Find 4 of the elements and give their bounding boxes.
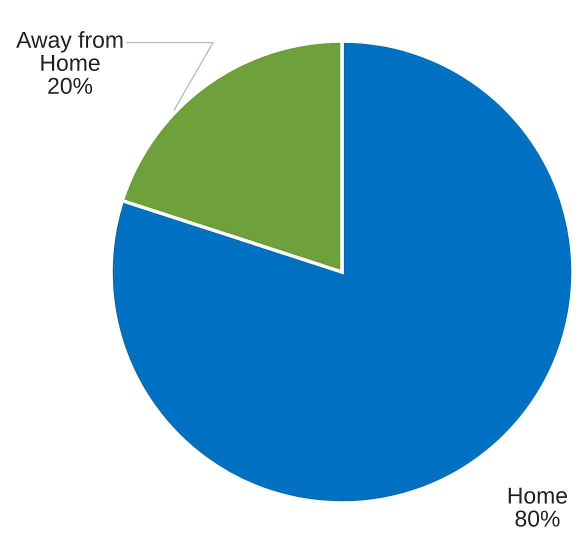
data-label: 80% xyxy=(515,510,560,527)
slice-label: Away from Home xyxy=(16,31,122,71)
slice-label: Home xyxy=(508,488,567,504)
data-label: 20% xyxy=(48,78,92,94)
